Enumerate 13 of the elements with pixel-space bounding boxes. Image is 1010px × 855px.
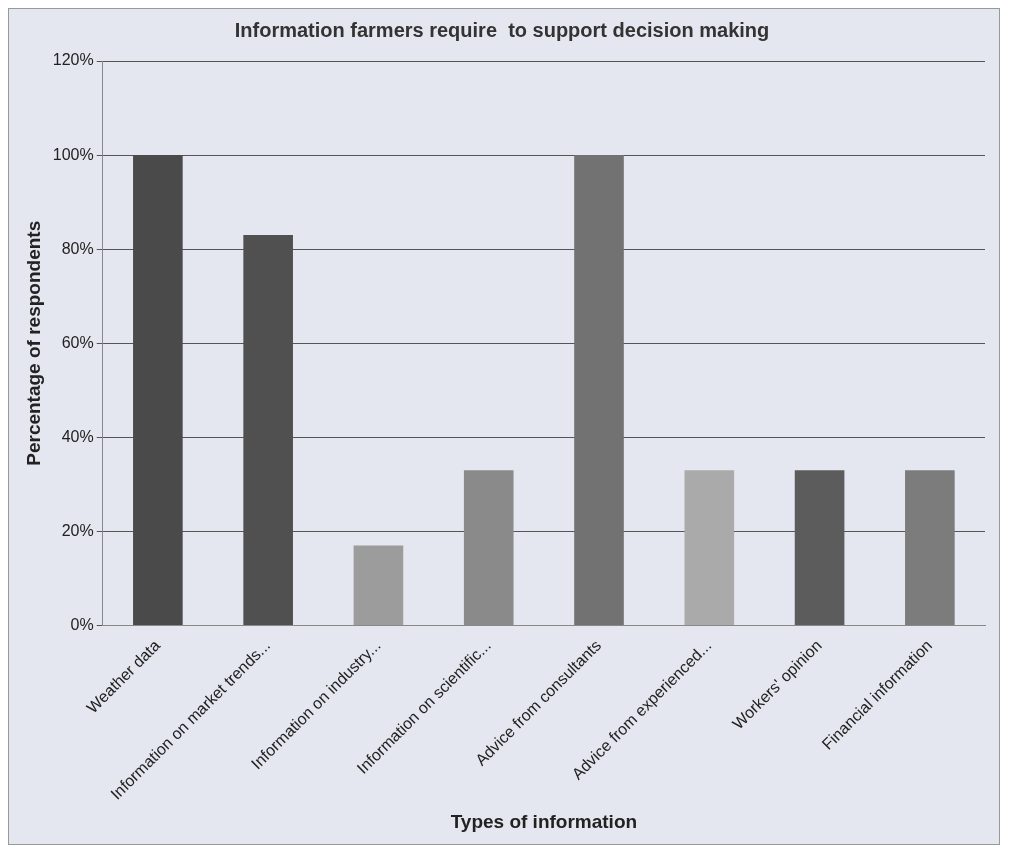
x-axis-title: Types of information (450, 810, 638, 832)
y-tick-label: 100% (52, 145, 94, 163)
bar (574, 155, 624, 626)
bar (684, 470, 735, 626)
y-axis-title: Percentage of respondents (22, 220, 44, 466)
y-tick-label: 60% (61, 333, 94, 351)
y-tick-label: 20% (61, 521, 94, 539)
y-tick-label: 40% (61, 427, 94, 445)
y-tick-label: 0% (70, 615, 94, 633)
bar (353, 545, 404, 626)
y-tick-label: 80% (61, 239, 94, 257)
y-tick-label: 120% (52, 51, 94, 69)
chart-title: Information farmers require to support decision making (234, 18, 770, 41)
